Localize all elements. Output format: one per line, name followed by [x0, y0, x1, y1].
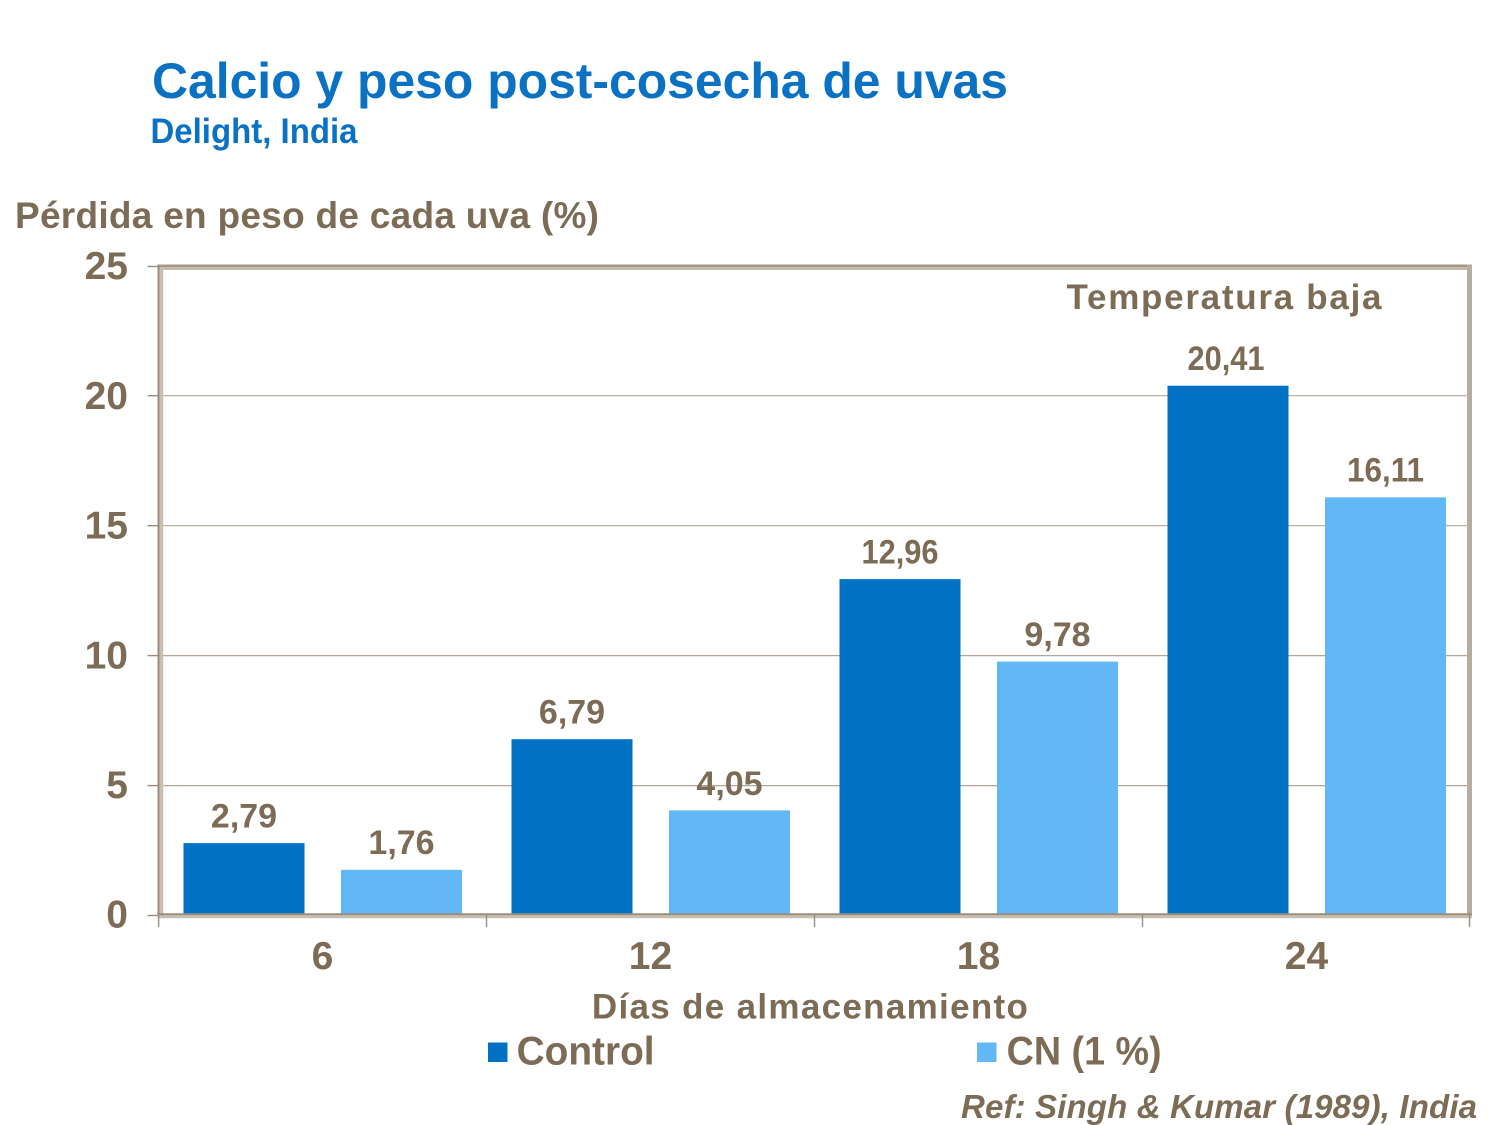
svg-text:10: 10: [85, 634, 128, 677]
svg-text:1,76: 1,76: [368, 824, 434, 862]
svg-text:20,41: 20,41: [1188, 340, 1265, 378]
svg-text:4,05: 4,05: [696, 765, 762, 803]
svg-text:18: 18: [957, 935, 1000, 978]
svg-text:5: 5: [106, 764, 128, 807]
svg-text:Control: Control: [517, 1030, 655, 1074]
svg-text:12,96: 12,96: [862, 534, 939, 572]
svg-text:16,11: 16,11: [1347, 452, 1424, 490]
svg-text:Ref: Singh & Kumar (1989), Ind: Ref: Singh & Kumar (1989), India: [961, 1088, 1477, 1125]
svg-text:0: 0: [106, 894, 128, 937]
svg-text:Temperatura baja: Temperatura baja: [1067, 278, 1383, 317]
svg-text:Calcio y peso post-cosecha de: Calcio y peso post-cosecha de uvas: [152, 53, 1008, 109]
svg-text:6: 6: [312, 935, 334, 978]
svg-text:Delight, India: Delight, India: [151, 112, 358, 151]
svg-text:9,78: 9,78: [1024, 616, 1090, 654]
svg-text:12: 12: [629, 935, 672, 978]
svg-text:20: 20: [85, 375, 128, 418]
svg-text:CN (1 %): CN (1 %): [1007, 1030, 1162, 1074]
svg-text:2,79: 2,79: [211, 798, 277, 836]
svg-text:6,79: 6,79: [539, 694, 605, 732]
svg-text:Pérdida en peso de cada uva (%: Pérdida en peso de cada uva (%): [15, 195, 599, 236]
svg-text:15: 15: [85, 505, 128, 548]
svg-text:Días de almacenamiento: Días de almacenamiento: [592, 988, 1028, 1027]
svg-text:25: 25: [85, 245, 128, 288]
svg-text:24: 24: [1285, 935, 1329, 978]
